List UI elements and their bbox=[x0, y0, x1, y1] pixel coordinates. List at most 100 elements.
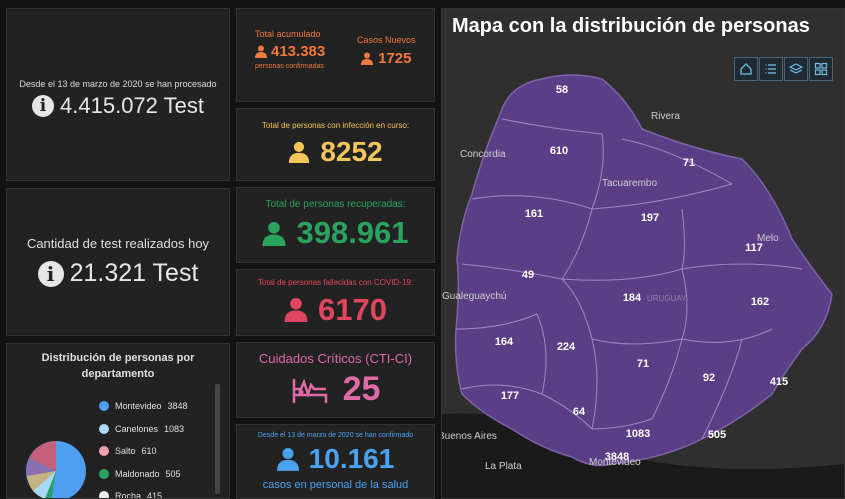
salud-desde: Desde el 13 de marzo de 2020 se han conf… bbox=[257, 432, 414, 439]
legend-name: Salto bbox=[115, 446, 136, 457]
nuevos-label: Casos Nuevos bbox=[357, 35, 416, 45]
uruguay-shape bbox=[454, 74, 833, 467]
city-label: URUGUAY bbox=[647, 294, 687, 303]
pie-chart[interactable] bbox=[21, 436, 91, 499]
map-title: Mapa con la distribución de personas bbox=[452, 15, 810, 37]
map-panel[interactable]: Mapa con la distribución de personas bbox=[441, 8, 845, 499]
nuevos-value: 1725 bbox=[378, 50, 412, 67]
department-value[interactable]: 197 bbox=[641, 212, 659, 224]
department-value[interactable]: 164 bbox=[495, 336, 514, 348]
person-icon bbox=[361, 52, 374, 65]
info-icon: i bbox=[32, 94, 55, 117]
tests-panel: Desde el 13 de marzo de 2020 se han proc… bbox=[6, 8, 230, 181]
person-icon bbox=[276, 448, 299, 471]
legend-dot-icon bbox=[99, 491, 109, 498]
home-button[interactable] bbox=[734, 57, 758, 81]
list-icon bbox=[765, 64, 776, 74]
person-icon bbox=[284, 297, 308, 322]
city-label: Rivera bbox=[651, 111, 680, 122]
legend-item[interactable]: Rocha 415 bbox=[99, 485, 188, 499]
city-label: La Plata bbox=[485, 461, 522, 472]
test-hoy-panel: Cantidad de test realizados hoy i 21.321… bbox=[6, 188, 230, 336]
fallecidas-panel: Total de personas fallecidas con COVID-1… bbox=[236, 269, 435, 336]
legend-value: 1083 bbox=[164, 423, 185, 434]
department-value[interactable]: 92 bbox=[703, 372, 715, 384]
recuperadas-panel: Total de personas recuperadas: 398.961 bbox=[236, 187, 435, 263]
acumulado-sub: personas confirmadas bbox=[255, 63, 324, 70]
recuperadas-label: Total de personas recuperadas: bbox=[265, 199, 406, 210]
department-value[interactable]: 71 bbox=[683, 157, 695, 169]
grid-icon bbox=[814, 62, 828, 76]
legend-value: 415 bbox=[147, 491, 163, 499]
legend-name: Montevideo bbox=[115, 401, 162, 412]
test-hoy-value: 21.321 Test bbox=[69, 259, 199, 287]
test-hoy-label: Cantidad de test realizados hoy bbox=[26, 236, 210, 251]
map-toolbar bbox=[734, 57, 833, 81]
person-icon bbox=[255, 45, 267, 58]
tests-desde: Desde el 13 de marzo de 2020 se han proc… bbox=[19, 78, 217, 89]
department-value[interactable]: 224 bbox=[557, 341, 576, 353]
hospital-bed-icon bbox=[292, 377, 327, 403]
map-canvas[interactable]: 58 610 71 161 197 117 49 184 162 164 224… bbox=[442, 9, 845, 499]
cti-value: 25 bbox=[342, 370, 381, 408]
salud-panel: Desde el 13 de marzo de 2020 se han conf… bbox=[236, 424, 435, 499]
cti-panel: Cuidados Críticos (CTI-CI) 25 bbox=[236, 342, 435, 418]
layers-button[interactable] bbox=[784, 57, 808, 81]
legend-dot-icon bbox=[99, 423, 109, 434]
legend: Montevideo 3848 Canelones 1083 Salto 610 Maldo… bbox=[99, 395, 188, 499]
department-value[interactable]: 505 bbox=[708, 429, 726, 441]
city-label: Concordia bbox=[460, 149, 506, 160]
legend-dot-icon bbox=[99, 468, 109, 479]
scrollbar[interactable] bbox=[215, 384, 220, 494]
department-value[interactable]: 64 bbox=[573, 406, 586, 418]
city-label: Gualeguaychú bbox=[442, 291, 507, 302]
cti-label: Cuidados Críticos (CTI-CI) bbox=[258, 351, 413, 366]
department-value[interactable]: 71 bbox=[637, 358, 649, 370]
department-value[interactable]: 1083 bbox=[626, 428, 650, 440]
basemap-button[interactable] bbox=[809, 57, 833, 81]
en-curso-label: Total de personas con infección en curso… bbox=[261, 121, 410, 130]
department-value[interactable]: 184 bbox=[623, 292, 642, 304]
home-icon bbox=[740, 63, 752, 75]
legend-item[interactable]: Montevideo 3848 bbox=[99, 395, 188, 418]
acumulado-label: Total acumulado bbox=[255, 29, 321, 39]
department-value[interactable]: 162 bbox=[751, 296, 769, 308]
en-curso-panel: Total de personas con infección en curso… bbox=[236, 108, 435, 181]
en-curso-value: 8252 bbox=[320, 136, 383, 167]
legend-button[interactable] bbox=[759, 57, 783, 81]
department-value[interactable]: 177 bbox=[501, 390, 519, 402]
legend-name: Maldonado bbox=[115, 468, 160, 479]
person-icon bbox=[289, 141, 310, 163]
department-value[interactable]: 415 bbox=[770, 376, 788, 388]
legend-dot-icon bbox=[99, 446, 109, 457]
salud-sub: casos en personal de la salud bbox=[262, 479, 409, 491]
legend-item[interactable]: Canelones 1083 bbox=[99, 418, 188, 441]
legend-item[interactable]: Maldonado 505 bbox=[99, 463, 188, 486]
department-value[interactable]: 161 bbox=[525, 208, 543, 220]
legend-value: 3848 bbox=[167, 401, 188, 412]
layers-icon bbox=[789, 63, 803, 74]
department-value[interactable]: 117 bbox=[745, 242, 763, 254]
acumulado-panel: Total acumulado 413.383 personas confirm… bbox=[236, 8, 435, 102]
department-value[interactable]: 610 bbox=[550, 145, 568, 157]
city-label: Tacuarembo bbox=[602, 178, 657, 189]
salud-value: 10.161 bbox=[308, 443, 395, 474]
legend-name: Rocha bbox=[115, 491, 142, 499]
acumulado-value: 413.383 bbox=[271, 43, 326, 60]
department-value[interactable]: 58 bbox=[556, 84, 568, 96]
distribucion-title: Distribución de personas por departament… bbox=[41, 352, 195, 380]
legend-name: Canelones bbox=[115, 423, 159, 434]
department-value[interactable]: 3848 bbox=[605, 451, 629, 463]
legend-value: 505 bbox=[165, 468, 181, 479]
recuperadas-value: 398.961 bbox=[296, 215, 409, 250]
city-label: Buenos Aires bbox=[442, 431, 497, 442]
fallecidas-value: 6170 bbox=[318, 291, 387, 327]
department-value[interactable]: 49 bbox=[522, 269, 534, 281]
tests-total: 4.415.072 Test bbox=[60, 92, 204, 118]
legend-dot-icon bbox=[99, 401, 109, 412]
city-label: Montevideo bbox=[589, 457, 641, 468]
legend-item[interactable]: Salto 610 bbox=[99, 440, 188, 463]
info-icon: i bbox=[37, 260, 64, 287]
distribucion-panel: Distribución de personas por departament… bbox=[6, 343, 230, 499]
person-icon bbox=[262, 221, 287, 246]
